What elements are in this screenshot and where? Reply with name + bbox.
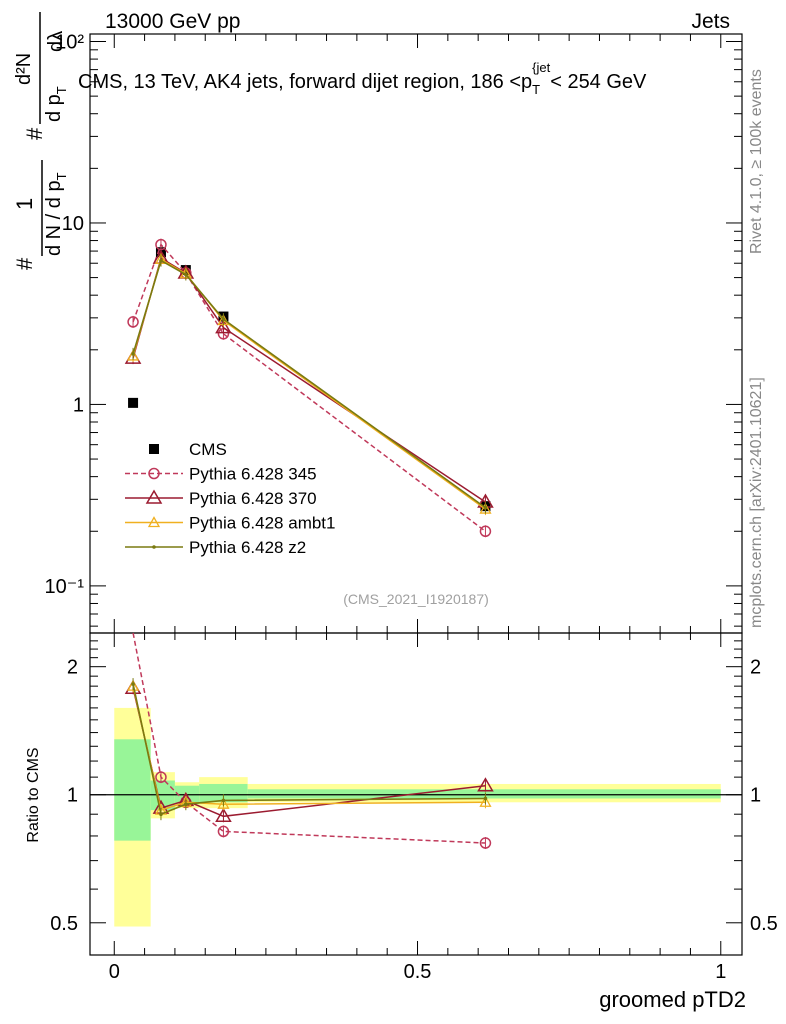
header-left: 13000 GeV pp <box>105 10 240 33</box>
data-point-ambt1 <box>126 679 140 691</box>
y-tick-label: 1 <box>73 394 84 416</box>
data-point-p345 <box>127 316 139 328</box>
ylabel-dpt-text: d p <box>43 94 65 122</box>
ratio-plot-marks <box>124 632 494 850</box>
series-line-p345 <box>132 243 486 532</box>
data-point-z2 <box>221 317 226 321</box>
analysis-tag: (CMS_2021_I1920187) <box>343 591 489 607</box>
title-sub: T <box>532 82 540 97</box>
ylabel-hash-1: # <box>12 257 37 270</box>
data-point-z2 <box>184 802 188 807</box>
ylabel-dn-sub: T <box>54 172 69 180</box>
data-point-z2 <box>159 258 163 263</box>
y-tick-label: 10⁻¹ <box>45 576 85 598</box>
data-point-p370 <box>215 807 232 823</box>
data-point-p370 <box>215 319 232 334</box>
ratio-y-tick-label: 1 <box>67 785 78 807</box>
header-right: Jets <box>691 10 730 33</box>
legend-marker-ambt1 <box>147 516 161 528</box>
ylabel-one: 1 <box>12 198 37 210</box>
ratio-bands <box>114 707 721 927</box>
data-point-ambt1 <box>479 795 492 807</box>
ratio-band-inner <box>247 789 721 799</box>
series-line-p345 <box>132 632 486 844</box>
title-main: CMS, 13 TeV, AK4 jets, forward dijet reg… <box>78 71 532 93</box>
ylabel-d2n: d²N <box>13 53 35 85</box>
ratio-y-tick-label: 0.5 <box>50 913 78 935</box>
data-point-ambt1 <box>217 797 230 809</box>
x-tick-label: 1 <box>715 961 726 983</box>
ylabel-dpt-sub: T <box>54 86 69 94</box>
main-ylabel: # 1 d N / d pT # d²N d pT dλ <box>12 12 69 270</box>
legend-label-ambt1: Pythia 6.428 ambt1 <box>189 514 335 533</box>
y-tick-label: 10 <box>62 213 84 235</box>
data-point-ambt1 <box>126 349 140 361</box>
ratio-y-tick-label-right: 2 <box>750 657 761 679</box>
data-point-z2 <box>184 272 188 277</box>
legend-marker-z2 <box>152 545 156 549</box>
legend: CMS Pythia 6.428 345 Pythia 6.428 370 Pythi… <box>125 440 335 557</box>
xlabel: groomed pTD2 <box>599 987 746 1012</box>
data-point-p345 <box>217 825 230 838</box>
main-plot-marks <box>124 238 494 538</box>
legend-label-p370: Pythia 6.428 370 <box>189 489 317 508</box>
data-point-z2 <box>131 682 135 686</box>
ylabel-dn: d N / d pT <box>43 172 69 256</box>
ratio-ylabel: Ratio to CMS <box>25 747 42 842</box>
data-point-p370 <box>477 777 494 792</box>
ratio-plot-frame: 2 2 1 1 0.5 0.5 0 0.5 1 <box>50 632 778 983</box>
ratio-band-inner <box>114 739 151 841</box>
ylabel-dlam: dλ <box>45 31 67 52</box>
data-point-p345 <box>479 837 492 849</box>
x-tick-label: 0 <box>109 961 120 983</box>
data-point-p345 <box>479 525 492 538</box>
data-point-cms <box>128 397 139 408</box>
ratio-frame-border <box>89 632 743 956</box>
legend-marker-p370 <box>145 489 163 504</box>
legend-label-z2: Pythia 6.428 z2 <box>189 538 306 557</box>
ratio-band-inner <box>199 783 248 803</box>
data-point-p345 <box>155 238 167 251</box>
legend-label-cms: CMS <box>189 440 227 459</box>
ylabel-dpt: d pT <box>43 86 69 122</box>
data-point-z2 <box>483 796 488 801</box>
main-frame-border <box>89 33 743 634</box>
legend-marker-cms <box>149 444 159 454</box>
mcplots-label: mcplots.cern.ch [arXiv:2401.10621] <box>748 377 765 628</box>
data-point-z2 <box>221 798 226 803</box>
y-tick-label: 10² <box>55 32 84 54</box>
main-title: CMS, 13 TeV, AK4 jets, forward dijet reg… <box>78 60 647 97</box>
ratio-y-tick-label: 2 <box>67 657 78 679</box>
x-tick-label: 0.5 <box>404 961 432 983</box>
data-point-p345 <box>155 771 167 783</box>
title-sup: {jet <box>532 60 550 75</box>
ratio-y-tick-label-right: 1 <box>750 785 761 807</box>
ratio-y-tick-label-right: 0.5 <box>750 913 778 935</box>
title-tail: < 254 GeV <box>550 71 647 93</box>
legend-label-p345: Pythia 6.428 345 <box>189 465 317 484</box>
ylabel-hash-2: # <box>22 127 47 140</box>
data-point-z2 <box>483 505 488 510</box>
data-point-z2 <box>131 352 135 356</box>
rivet-label: Rivet 4.1.0, ≥ 100k events <box>748 69 765 254</box>
ylabel-dn-text: d N / d p <box>43 180 65 256</box>
main-plot-frame: 10² 10 1 10⁻¹ <box>45 32 743 634</box>
data-point-z2 <box>159 812 163 817</box>
legend-marker-p345 <box>148 467 160 480</box>
